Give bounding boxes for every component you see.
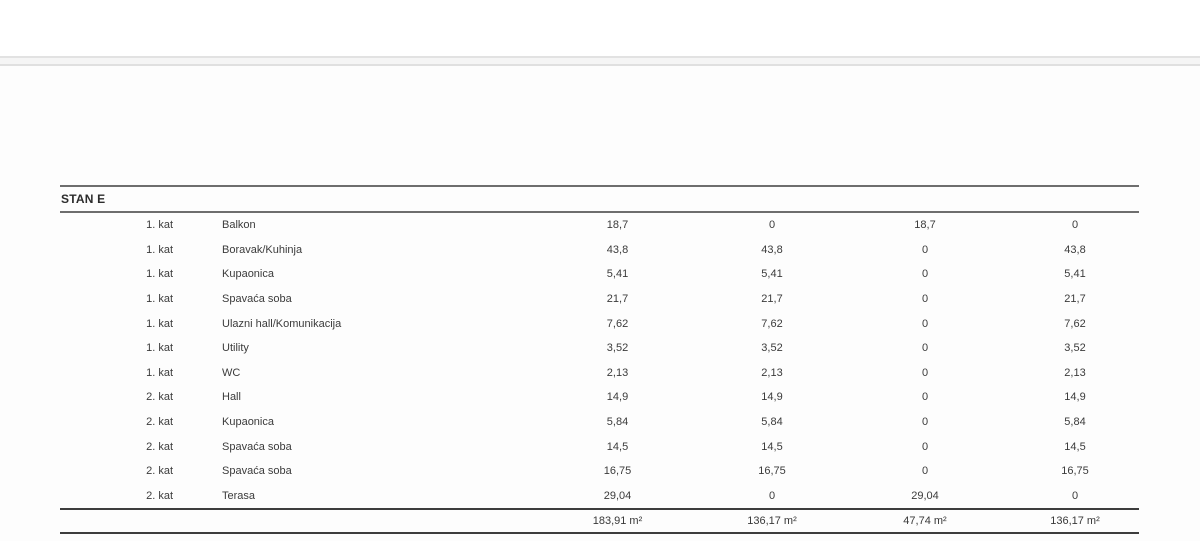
- value-cell: 16,75: [1061, 465, 1089, 478]
- room-cell: Ulazni hall/Komunikacija: [222, 317, 342, 330]
- value-cell: 0: [768, 489, 776, 502]
- value-cell: 5,84: [761, 416, 783, 429]
- room-cell: Balkon: [222, 219, 256, 232]
- value-cell: 21,7: [761, 293, 783, 306]
- table-row: 1. kat Balkon 18,7 0 18,7 0: [60, 213, 1139, 238]
- room-cell: Utility: [222, 342, 249, 355]
- value-cell: 43,8: [761, 243, 783, 256]
- floor-cell: 1. kat: [146, 219, 173, 232]
- floor-cell: 1. kat: [146, 342, 173, 355]
- value-cell: 3,52: [606, 342, 629, 355]
- floor-cell: 1. kat: [146, 268, 173, 281]
- table-row: 2. kat Spavaća soba 14,5 14,5 0 14,5: [60, 434, 1139, 459]
- value-cell: 0: [921, 293, 929, 306]
- table-row: 2. kat Hall 14,9 14,9 0 14,9: [60, 385, 1139, 410]
- value-cell: 0: [768, 219, 776, 232]
- value-cell: 5,41: [761, 268, 783, 281]
- value-cell: 21,7: [606, 293, 629, 306]
- page-top-divider: [0, 56, 1200, 66]
- value-cell: 14,9: [761, 391, 783, 404]
- value-cell: 29,04: [911, 489, 939, 502]
- value-cell: 3,52: [761, 342, 783, 355]
- floor-cell: 1. kat: [146, 366, 173, 379]
- value-cell: 5,41: [606, 268, 629, 281]
- room-cell: Spavaća soba: [222, 465, 292, 478]
- value-cell: 18,7: [914, 219, 936, 232]
- value-cell: 2,13: [761, 366, 783, 379]
- value-cell: 7,62: [606, 317, 629, 330]
- totals-row: 183,91 m² 136,17 m² 47,74 m² 136,17 m²: [60, 508, 1139, 535]
- floor-cell: 2. kat: [146, 465, 173, 478]
- floor-cell: 1. kat: [146, 293, 173, 306]
- value-cell: 21,7: [1064, 293, 1086, 306]
- value-cell: 3,52: [1064, 342, 1086, 355]
- value-cell: 14,5: [1064, 440, 1086, 453]
- value-cell: 0: [1071, 489, 1079, 502]
- table-row: 2. kat Kupaonica 5,84 5,84 0 5,84: [60, 410, 1139, 435]
- value-cell: 0: [921, 465, 929, 478]
- value-cell: 16,75: [758, 465, 786, 478]
- total-area-cell: 136,17 m²: [1050, 515, 1100, 528]
- room-cell: Spavaća soba: [222, 293, 292, 306]
- floor-cell: 2. kat: [146, 489, 173, 502]
- value-cell: 16,75: [603, 465, 632, 478]
- floor-cell: 1. kat: [146, 317, 173, 330]
- value-cell: 0: [921, 416, 929, 429]
- value-cell: 0: [921, 317, 929, 330]
- table-row: 1. kat Spavaća soba 21,7 21,7 0 21,7: [60, 287, 1139, 312]
- room-cell: Terasa: [222, 489, 256, 502]
- section-title: STAN E: [61, 192, 106, 206]
- value-cell: 43,8: [606, 243, 629, 256]
- room-cell: WC: [222, 366, 241, 379]
- content-area: STAN E 1. kat Balkon 18,7 0 18,7 0 1. ka…: [0, 66, 1200, 541]
- room-cell: Spavaća soba: [222, 440, 292, 453]
- value-cell: 0: [921, 342, 929, 355]
- value-cell: 0: [921, 366, 929, 379]
- value-cell: 7,62: [1064, 317, 1086, 330]
- value-cell: 14,5: [761, 440, 783, 453]
- value-cell: 14,9: [1064, 391, 1086, 404]
- value-cell: 2,13: [606, 366, 629, 379]
- value-cell: 5,84: [1064, 416, 1086, 429]
- value-cell: 2,13: [1064, 366, 1086, 379]
- table-row: 1. kat Utility 3,52 3,52 0 3,52: [60, 336, 1139, 361]
- value-cell: 0: [1071, 219, 1079, 232]
- value-cell: 5,41: [1064, 268, 1086, 281]
- value-cell: 7,62: [761, 317, 783, 330]
- value-cell: 43,8: [1064, 243, 1086, 256]
- room-cell: Boravak/Kuhinja: [222, 243, 303, 256]
- value-cell: 5,84: [606, 416, 629, 429]
- table-row: 1. kat Boravak/Kuhinja 43,8 43,8 0 43,8: [60, 238, 1139, 263]
- total-area-cell: 183,91 m²: [592, 515, 643, 528]
- room-cell: Kupaonica: [222, 268, 274, 281]
- table-row: 2. kat Spavaća soba 16,75 16,75 0 16,75: [60, 459, 1139, 484]
- room-cell: Kupaonica: [222, 416, 274, 429]
- total-area-cell: 47,74 m²: [903, 515, 947, 528]
- floor-cell: 1. kat: [146, 243, 173, 256]
- floor-cell: 2. kat: [146, 391, 173, 404]
- area-table: STAN E 1. kat Balkon 18,7 0 18,7 0 1. ka…: [60, 185, 1139, 535]
- room-cell: Hall: [222, 391, 241, 404]
- value-cell: 29,04: [603, 489, 632, 502]
- value-cell: 0: [921, 440, 929, 453]
- value-cell: 0: [921, 243, 929, 256]
- value-cell: 14,5: [606, 440, 629, 453]
- floor-cell: 2. kat: [146, 416, 173, 429]
- value-cell: 14,9: [606, 391, 629, 404]
- table-row: 1. kat WC 2,13 2,13 0 2,13: [60, 361, 1139, 386]
- table-row: 2. kat Terasa 29,04 0 29,04 0: [60, 484, 1139, 509]
- value-cell: 0: [921, 268, 929, 281]
- value-cell: 18,7: [606, 219, 629, 232]
- section-header: STAN E: [60, 185, 1139, 213]
- table-row: 1. kat Ulazni hall/Komunikacija 7,62 7,6…: [60, 311, 1139, 336]
- total-area-cell: 136,17 m²: [747, 515, 797, 528]
- table-row: 1. kat Kupaonica 5,41 5,41 0 5,41: [60, 262, 1139, 287]
- value-cell: 0: [921, 391, 929, 404]
- floor-cell: 2. kat: [146, 440, 173, 453]
